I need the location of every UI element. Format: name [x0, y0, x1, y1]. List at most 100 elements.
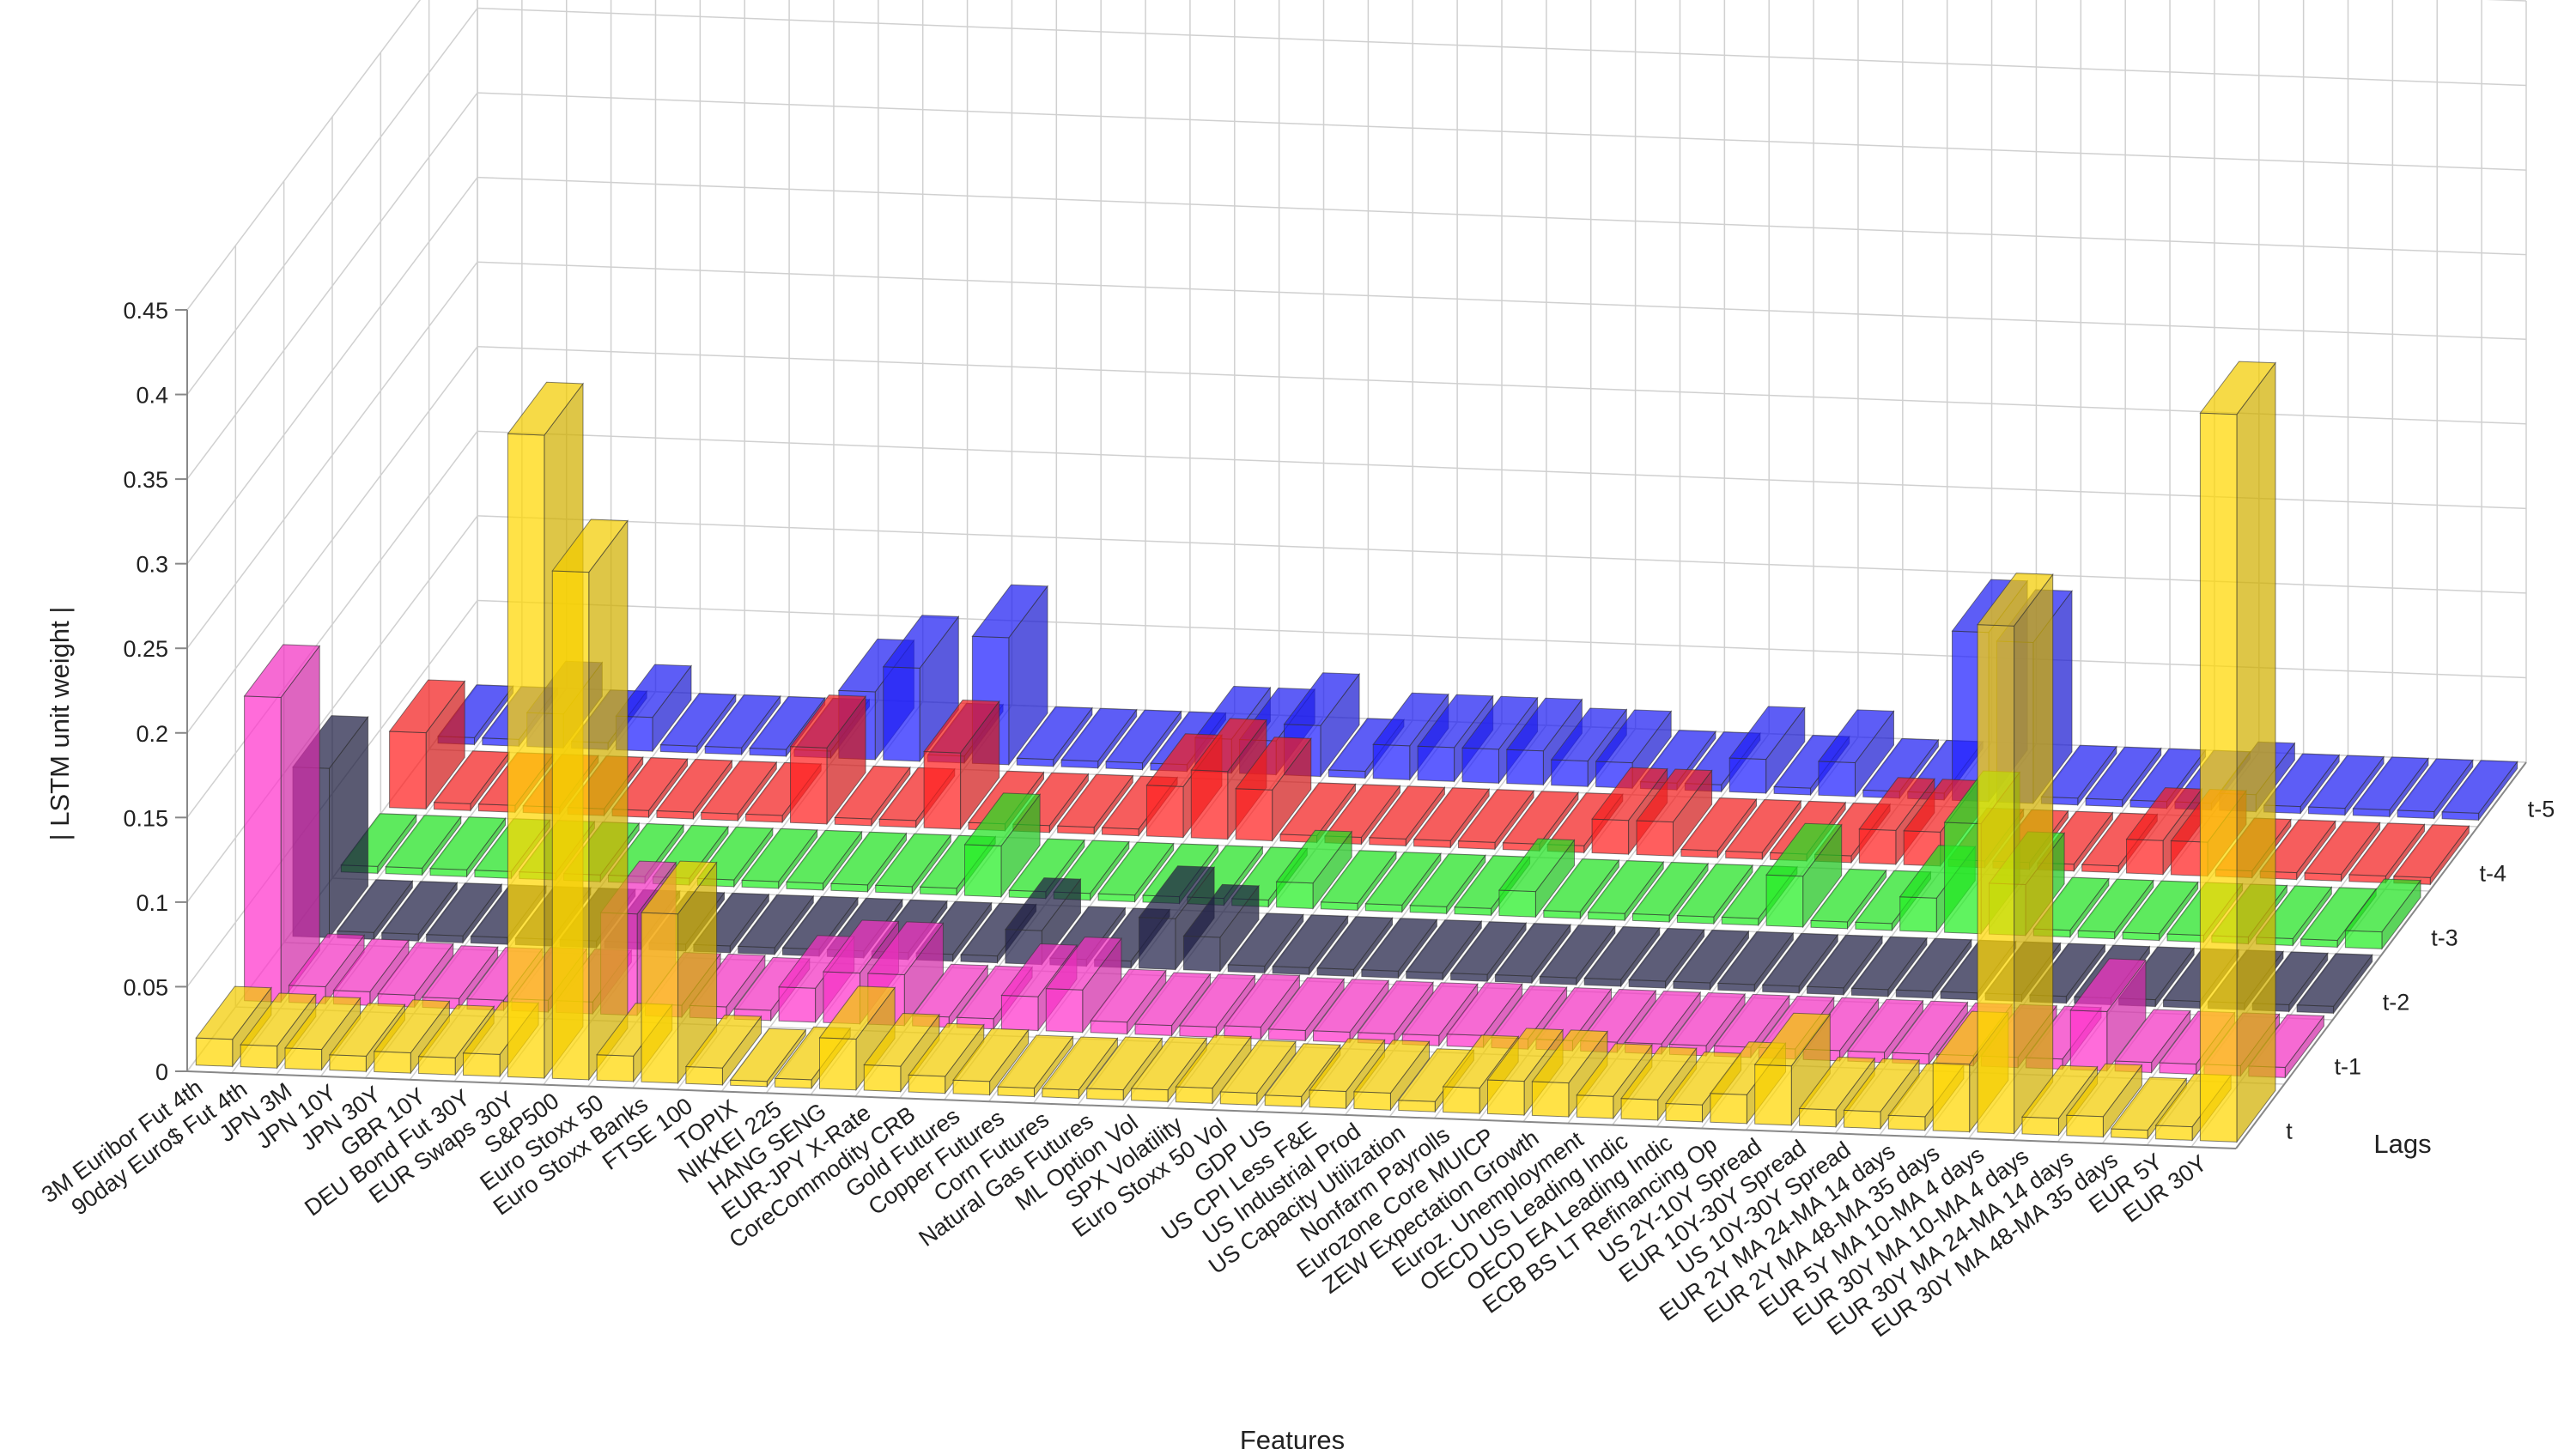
bar — [1977, 573, 2054, 1135]
bar — [1045, 937, 1122, 1034]
bar — [1267, 977, 1346, 1042]
bar — [1631, 861, 1710, 924]
bar — [704, 694, 781, 756]
x-axis-title: Features — [1240, 1425, 1345, 1449]
z-tick-label: 0.35 — [123, 467, 168, 493]
bar — [1628, 927, 1705, 990]
bar — [1097, 841, 1175, 903]
bar — [1405, 919, 1483, 981]
bar — [1182, 883, 1260, 973]
bar — [2304, 821, 2381, 882]
z-tick-label: 0.2 — [136, 721, 168, 747]
bar — [2307, 755, 2385, 816]
bar — [2259, 819, 2336, 881]
bar — [1583, 925, 1661, 988]
bar — [388, 679, 466, 810]
z-tick-label: 0.3 — [136, 552, 168, 578]
bar — [908, 1022, 985, 1095]
bar — [1672, 929, 1750, 991]
bar — [1587, 860, 1665, 922]
x-axis-line — [186, 1070, 2237, 1149]
bar — [1895, 937, 1972, 1000]
bar — [1272, 914, 1349, 976]
bar — [641, 860, 718, 1085]
bar — [1891, 1000, 1969, 1066]
bar — [1457, 789, 1535, 851]
bar — [1275, 829, 1353, 910]
bar — [1004, 877, 1082, 967]
bar — [425, 882, 503, 944]
bar — [1810, 868, 1887, 931]
bar — [2441, 760, 2518, 822]
z-tick-label: 0.05 — [123, 974, 168, 1000]
bar — [2065, 1063, 2143, 1138]
bar — [551, 518, 629, 1082]
bar — [737, 894, 815, 956]
lag-tick-labels: t t-1 t-2 t-3 t-4 t-5 — [2286, 797, 2555, 1144]
bar — [786, 829, 863, 892]
lags-axis-title: Lags — [2373, 1129, 2431, 1159]
bar — [874, 833, 952, 895]
z-tick-label: 0.25 — [123, 636, 168, 662]
bar — [700, 760, 778, 822]
bar — [1016, 706, 1093, 768]
bar — [789, 694, 867, 826]
lag-tick-label: t-4 — [2480, 861, 2507, 887]
bar — [1753, 1012, 1832, 1127]
bar — [1175, 1034, 1252, 1105]
bar — [2077, 878, 2154, 941]
z-axis-title: | LSTM unit weight | — [45, 607, 75, 841]
bar — [1105, 709, 1182, 772]
lag-tick-label: t — [2286, 1119, 2293, 1144]
bar — [380, 881, 459, 943]
bar — [1498, 838, 1576, 919]
bar — [2397, 758, 2474, 820]
bar — [923, 699, 1000, 831]
bar — [1360, 918, 1438, 979]
bar — [1624, 990, 1702, 1056]
bar — [243, 644, 321, 1003]
bar — [1850, 936, 1928, 998]
bar — [834, 765, 911, 828]
bar — [2392, 824, 2470, 886]
bar — [1765, 822, 1843, 929]
z-tick-labels: 0 0.05 0.1 0.15 0.2 0.25 0.3 0.35 0.4 0.45 — [123, 298, 187, 1085]
bar — [1090, 968, 1167, 1035]
bar — [284, 996, 361, 1071]
bar — [1060, 707, 1138, 770]
z-tick-label: 0.15 — [123, 805, 168, 831]
bar — [429, 816, 507, 878]
lags-axis-line — [2235, 761, 2527, 1149]
bar — [2122, 880, 2199, 942]
bar — [2069, 958, 2147, 1072]
bar — [741, 828, 818, 890]
bar — [1085, 1036, 1163, 1101]
bar — [963, 792, 1042, 899]
bar — [1542, 858, 1620, 920]
bar — [1368, 785, 1446, 847]
bar — [1680, 797, 1758, 859]
bar — [1724, 798, 1802, 861]
bar — [1843, 1058, 1921, 1131]
bar — [2199, 361, 2276, 1143]
bar — [1728, 706, 1806, 795]
bar — [1846, 998, 1924, 1064]
z-tick-label: 0.1 — [136, 890, 168, 916]
bar — [1227, 912, 1304, 974]
bar — [952, 1028, 1030, 1096]
bar — [1134, 972, 1212, 1037]
bar — [1178, 973, 1256, 1039]
bar — [1502, 791, 1579, 852]
bar — [1636, 768, 1713, 858]
bar — [2348, 822, 2426, 884]
bar — [1494, 923, 1571, 985]
bar — [729, 1028, 807, 1088]
bar — [1352, 1040, 1431, 1112]
bar — [2352, 756, 2429, 818]
bar — [1806, 934, 1884, 997]
bar — [655, 758, 733, 821]
z-tick-label: 0.4 — [136, 383, 168, 409]
bar — [1316, 916, 1394, 978]
bar — [2344, 878, 2421, 950]
